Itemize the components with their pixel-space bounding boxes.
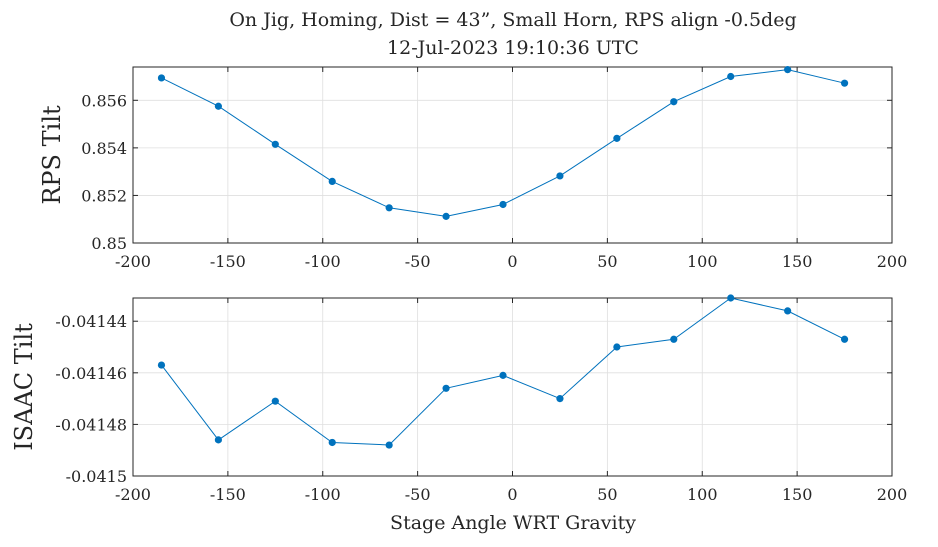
chart-title-line2: 12-Jul-2023 19:10:36 UTC (387, 37, 639, 59)
isaac-data-point (214, 436, 222, 444)
rps-data-point (670, 98, 678, 106)
isaac-y-tick-label: -0.04144 (55, 312, 127, 331)
isaac-data-point (556, 395, 564, 403)
isaac-data-point (499, 371, 507, 379)
isaac-x-tick-label: 150 (782, 485, 813, 504)
isaac-x-tick-label: -150 (210, 485, 246, 504)
rps-data-point (556, 172, 564, 180)
rps-y-tick-label: 0.85 (91, 234, 127, 253)
isaac-data-point (727, 294, 735, 302)
isaac-x-tick-label: -200 (115, 485, 151, 504)
isaac-series-line (161, 297, 845, 446)
isaac-x-tick-label: 0 (507, 485, 517, 504)
x-axis-label: Stage Angle WRT Gravity (390, 512, 636, 534)
isaac-y-tick-label: -0.04148 (55, 415, 127, 434)
rps-x-tick-label: -50 (405, 252, 431, 271)
isaac-y-tick-label: -0.0415 (66, 467, 127, 486)
rps-y-tick-label: 0.856 (81, 91, 127, 110)
isaac-data-point (385, 441, 393, 449)
isaac-x-tick-label: -50 (405, 485, 431, 504)
rps-x-tick-label: -200 (115, 252, 151, 271)
rps-data-point (328, 177, 336, 185)
isaac-y-axis-label: ISAAC Tilt (10, 323, 38, 451)
rps-data-point (727, 72, 735, 81)
rps-data-point (271, 140, 279, 148)
rps-data-point (214, 102, 222, 110)
isaac-data-point (840, 335, 849, 343)
rps-y-tick-label: 0.854 (81, 139, 127, 158)
isaac-data-point (328, 438, 336, 447)
isaac-data-point (442, 384, 450, 392)
isaac-data-point (784, 307, 792, 315)
rps-x-tick-label: -150 (210, 252, 246, 271)
isaac-y-tick-label: -0.04146 (55, 364, 127, 383)
isaac-x-tick-label: 200 (877, 485, 908, 504)
rps-x-tick-label: 200 (877, 252, 908, 271)
isaac-tilt-axes: -200 -150 -100 -50 0 50 100 150 200 -0.0415 -0.041… (10, 294, 907, 504)
isaac-data-point (271, 397, 279, 405)
rps-y-tick-label: 0.852 (81, 186, 127, 205)
rps-x-tick-label: 50 (597, 252, 617, 271)
isaac-x-tick-label: -100 (305, 485, 341, 504)
rps-x-tick-label: 100 (687, 252, 718, 271)
rps-data-point (499, 200, 507, 209)
rps-tilt-axes: -200 -150 -100 -50 0 50 100 150 200 0.85 0.852 0.85… (38, 66, 907, 271)
rps-data-point (157, 74, 166, 82)
isaac-data-point (157, 361, 166, 369)
isaac-data-point (670, 335, 678, 343)
rps-y-axis-label: RPS Tilt (38, 105, 66, 205)
isaac-data-point (613, 343, 621, 351)
rps-data-point (784, 66, 792, 74)
rps-series-line (161, 69, 845, 217)
chart-title-line1: On Jig, Homing, Dist = 43”, Small Horn, … (229, 9, 796, 31)
rps-x-tick-label: 150 (782, 252, 813, 271)
isaac-x-tick-label: 100 (687, 485, 718, 504)
rps-x-tick-label: 0 (507, 252, 517, 271)
rps-data-point (613, 134, 621, 142)
rps-data-point (385, 204, 393, 212)
isaac-x-tick-label: 50 (597, 485, 617, 504)
rps-x-tick-label: -100 (305, 252, 341, 271)
rps-data-point (442, 212, 450, 220)
rps-data-point (840, 79, 849, 87)
